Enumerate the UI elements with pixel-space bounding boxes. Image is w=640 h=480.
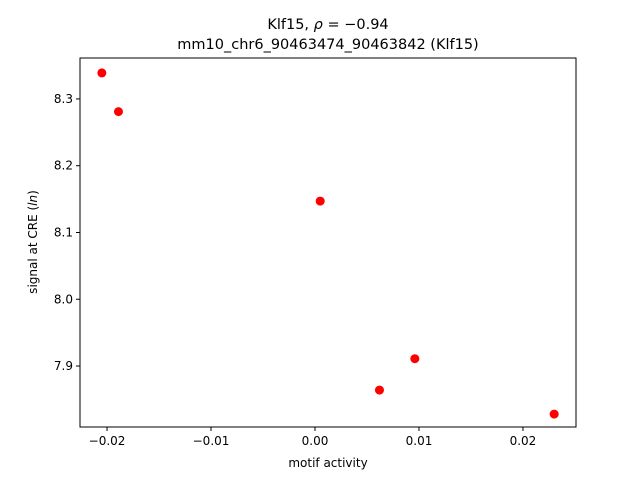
x-tick-label: 0.02: [510, 434, 537, 448]
data-point: [315, 196, 325, 206]
y-tick-label: 8.1: [54, 225, 73, 239]
y-tick-label: 8.0: [54, 292, 73, 306]
y-axis-label-text: signal at CRE (: [26, 206, 40, 294]
chart-title: Klf15, ρ = −0.94: [267, 17, 388, 33]
plot-frame: [79, 57, 577, 428]
y-axis-label-close: ): [26, 190, 40, 195]
x-tick-label: −0.02: [89, 434, 126, 448]
title-rho-value: = −0.94: [323, 17, 389, 33]
title-rho-symbol: ρ: [314, 17, 324, 33]
y-axis-label-unit: ln: [26, 195, 40, 206]
x-axis-ticks: −0.02 −0.01 0.00 0.01 0.02: [89, 427, 537, 448]
x-axis-label: motif activity: [288, 456, 367, 470]
x-tick-label: 0.00: [302, 434, 329, 448]
y-tick-label: 8.3: [54, 92, 73, 106]
data-point: [410, 354, 420, 364]
y-axis-label: signal at CRE (ln): [26, 190, 40, 294]
data-point: [97, 68, 107, 78]
chart-subtitle: mm10_chr6_90463474_90463842 (Klf15): [177, 37, 478, 53]
x-tick-label: −0.01: [193, 434, 230, 448]
y-tick-label: 8.2: [54, 159, 73, 173]
y-tick-label: 7.9: [54, 359, 73, 373]
data-point: [113, 107, 123, 117]
y-axis-ticks: 7.9 8.0 8.1 8.2 8.3: [54, 92, 80, 373]
data-point: [374, 385, 384, 395]
x-tick-label: 0.01: [406, 434, 433, 448]
title-gene: Klf15,: [267, 17, 313, 33]
data-points: [97, 68, 559, 419]
data-point: [549, 409, 559, 419]
